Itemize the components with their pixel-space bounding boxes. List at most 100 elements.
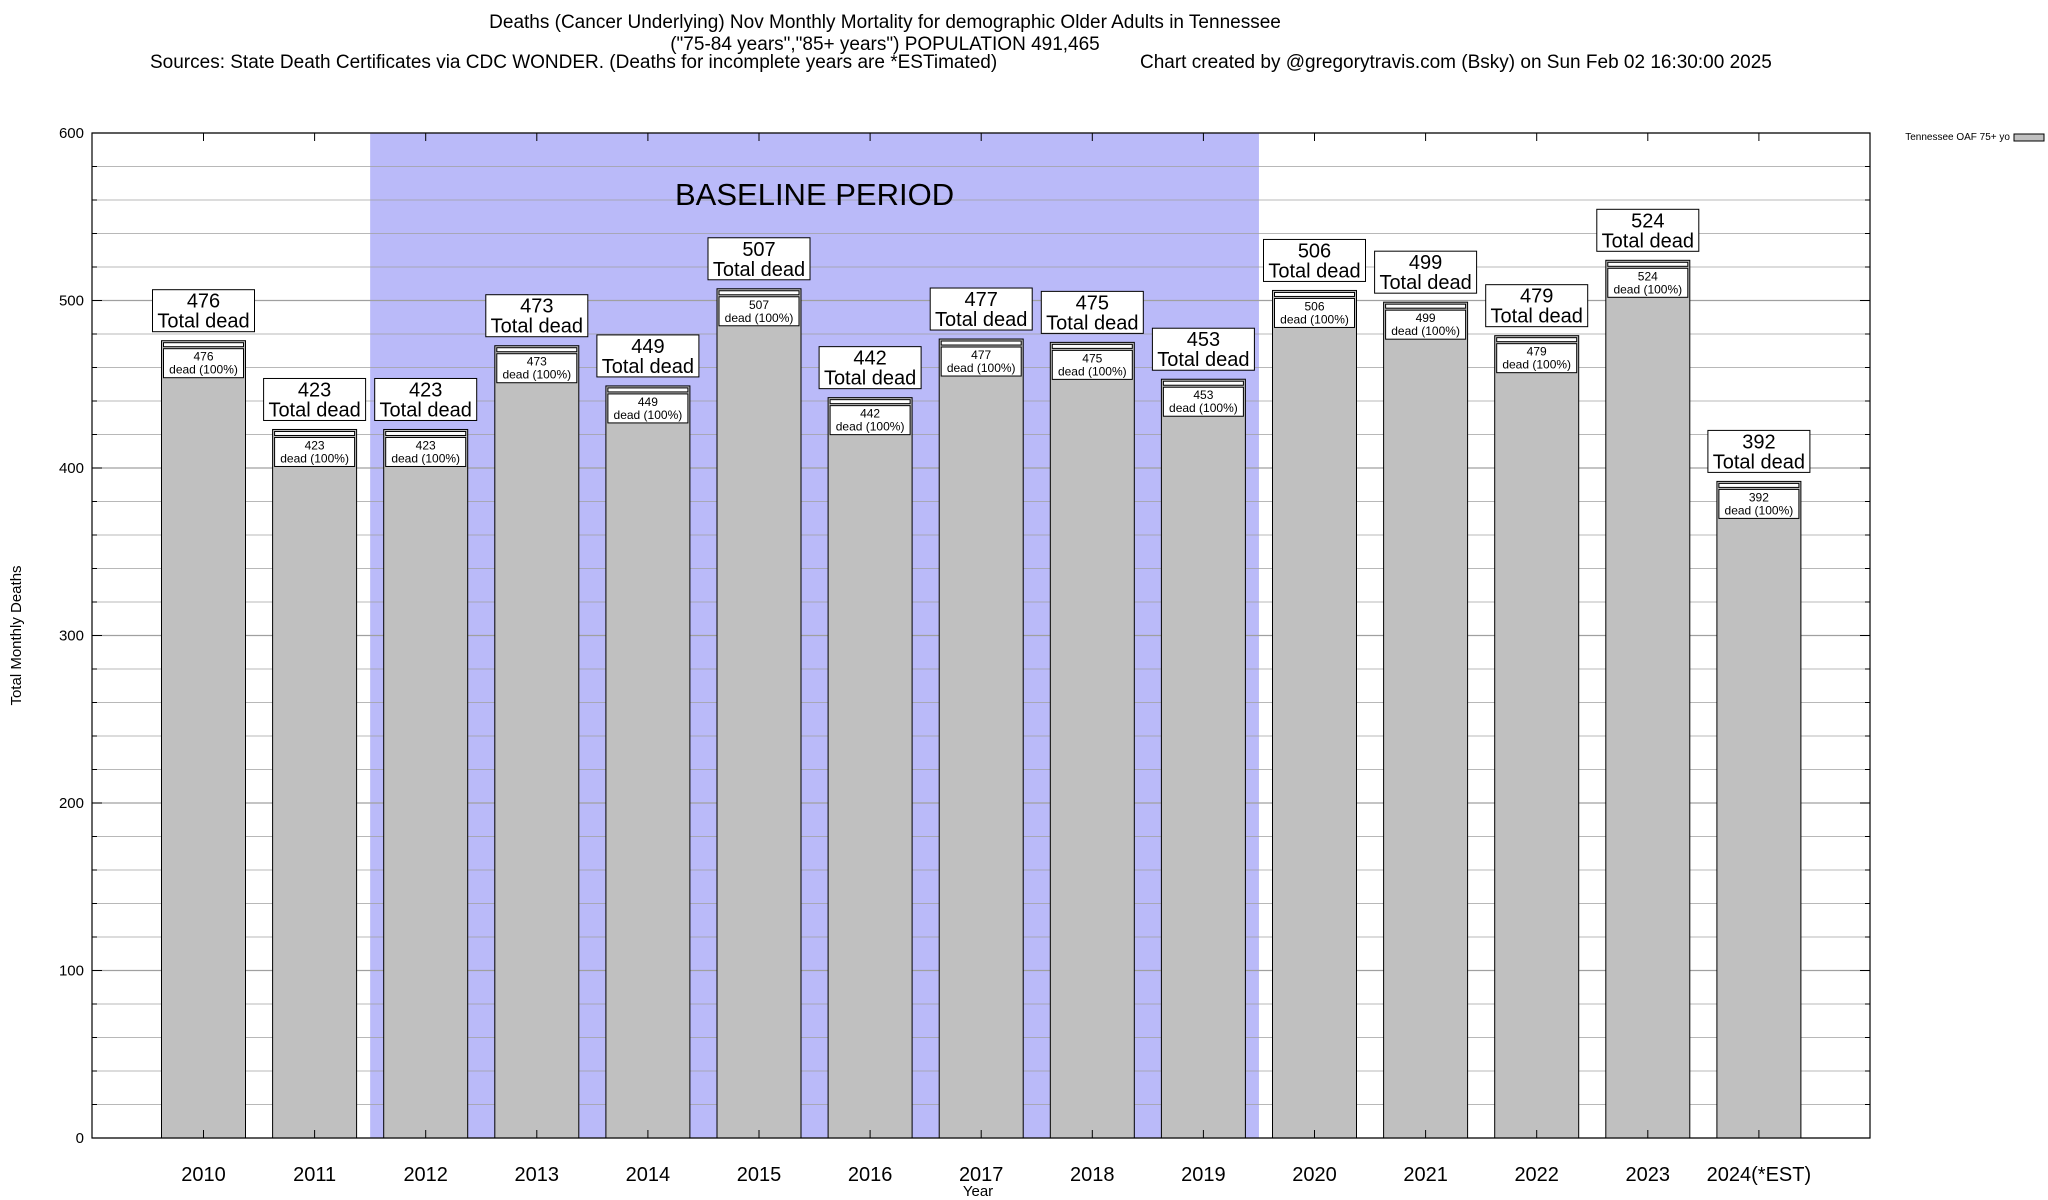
- inner-label-box: [718, 296, 800, 327]
- inner-label-box: [496, 353, 578, 384]
- total-dead-label: Total dead: [713, 259, 805, 281]
- total-dead-label: Total dead: [491, 316, 583, 338]
- y-tick-label: 400: [59, 460, 84, 477]
- plot-border: [91, 132, 1871, 1139]
- total-dead-label: Total dead: [1491, 306, 1583, 328]
- inner-percent-label: dead (100%): [1058, 364, 1127, 378]
- bar-2012: [383, 428, 469, 1139]
- total-label-box: [1040, 290, 1144, 334]
- inner-percent-label: dead (100%): [1391, 324, 1460, 338]
- total-label-box: [263, 377, 367, 421]
- total-value-label: 392: [1742, 431, 1775, 453]
- bar-cap: [1051, 343, 1133, 349]
- bar-cap: [496, 347, 578, 353]
- total-value-label: 473: [520, 296, 553, 318]
- y-axis-label: Total Monthly Deaths: [8, 565, 25, 705]
- bar-2017: [938, 338, 1024, 1139]
- y-tick-label: 200: [59, 795, 84, 812]
- x-tick-label: 2010: [181, 1164, 226, 1186]
- inner-label-box: [274, 436, 356, 467]
- total-value-label: 524: [1631, 210, 1664, 232]
- legend-label: Tennessee OAF 75+ yo: [1905, 132, 2010, 143]
- bar-cap: [940, 340, 1022, 346]
- total-dead-label: Total dead: [380, 399, 472, 421]
- credit-text: Chart created by @gregorytravis.com (Bsk…: [1140, 52, 1772, 73]
- inner-percent-label: dead (100%): [947, 361, 1016, 375]
- bar-2011: [272, 428, 358, 1139]
- bar-2020: [1272, 289, 1357, 1139]
- bar-2014: [605, 385, 691, 1139]
- x-tick-label: 2020: [1292, 1164, 1337, 1186]
- y-tick-label: 500: [59, 293, 84, 310]
- total-label-box: [596, 334, 700, 378]
- total-label-box: [1596, 208, 1700, 252]
- x-tick-label: 2011: [293, 1164, 336, 1186]
- inner-label-box: [829, 405, 911, 436]
- y-tick-label: 600: [59, 125, 84, 142]
- total-label-box: [707, 237, 811, 281]
- total-label-box: [1485, 284, 1589, 328]
- total-label-box: [152, 289, 255, 333]
- bar-cap: [607, 387, 689, 393]
- inner-label-box: [1385, 309, 1467, 340]
- total-dead-label: Total dead: [1046, 312, 1138, 334]
- x-tick-label: 2019: [1181, 1164, 1226, 1186]
- inner-percent-label: dead (100%): [1169, 401, 1238, 415]
- bar-2023: [1605, 259, 1691, 1139]
- total-value-label: 499: [1409, 252, 1442, 274]
- inner-percent-label: dead (100%): [725, 311, 794, 325]
- inner-percent-label: dead (100%): [1502, 358, 1571, 372]
- inner-label-box: [163, 348, 244, 379]
- inner-value-label: 442: [860, 407, 880, 421]
- total-label-box: [929, 287, 1033, 331]
- total-value-label: 476: [187, 291, 220, 313]
- x-tick-label: 2017: [959, 1164, 1004, 1186]
- inner-label-box: [940, 346, 1022, 377]
- inner-label-box: [385, 436, 467, 467]
- bar-cap: [718, 290, 800, 296]
- total-value-label: 479: [1520, 286, 1553, 308]
- total-value-label: 453: [1187, 329, 1220, 351]
- bar-cap: [385, 430, 467, 436]
- inner-value-label: 477: [971, 348, 991, 362]
- x-tick-label: 2024(*EST): [1707, 1164, 1812, 1186]
- title-line-3: Sources: State Death Certificates via CD…: [0, 52, 2048, 76]
- total-label-box: [1151, 327, 1255, 371]
- inner-value-label: 449: [638, 395, 658, 409]
- total-dead-label: Total dead: [1713, 451, 1805, 473]
- inner-value-label: 507: [749, 298, 769, 312]
- inner-percent-label: dead (100%): [614, 408, 683, 422]
- inner-percent-label: dead (100%): [280, 451, 349, 465]
- total-dead-label: Total dead: [268, 399, 360, 421]
- x-tick-label: 2023: [1626, 1164, 1671, 1186]
- bar-cap: [1274, 291, 1355, 297]
- inner-percent-label: dead (100%): [391, 451, 460, 465]
- bar-2015: [716, 288, 802, 1139]
- total-label-box: [1707, 429, 1811, 473]
- inner-percent-label: dead (100%): [502, 368, 571, 382]
- bar-2010: [161, 340, 246, 1139]
- y-tick-label: 300: [59, 628, 84, 645]
- inner-value-label: 423: [416, 438, 436, 452]
- total-label-box: [1263, 238, 1366, 282]
- total-dead-label: Total dead: [1157, 349, 1249, 371]
- inner-value-label: 453: [1193, 388, 1213, 402]
- inner-value-label: 499: [1416, 311, 1436, 325]
- inner-value-label: 479: [1527, 345, 1547, 359]
- x-tick-label: 2014: [626, 1164, 671, 1186]
- total-dead-label: Total dead: [602, 356, 694, 378]
- bar-2018: [1049, 341, 1135, 1139]
- bar-cap: [1162, 380, 1244, 386]
- bar-2016: [827, 397, 913, 1139]
- bar-cap: [1385, 303, 1467, 309]
- inner-label-box: [1274, 297, 1355, 328]
- inner-label-box: [607, 393, 689, 424]
- bar-2021: [1383, 301, 1469, 1139]
- total-value-label: 449: [631, 336, 664, 358]
- total-value-label: 507: [742, 239, 775, 261]
- x-tick-label: 2022: [1514, 1164, 1559, 1186]
- inner-value-label: 476: [193, 350, 213, 364]
- total-dead-label: Total dead: [1268, 260, 1360, 282]
- total-label-box: [818, 346, 922, 390]
